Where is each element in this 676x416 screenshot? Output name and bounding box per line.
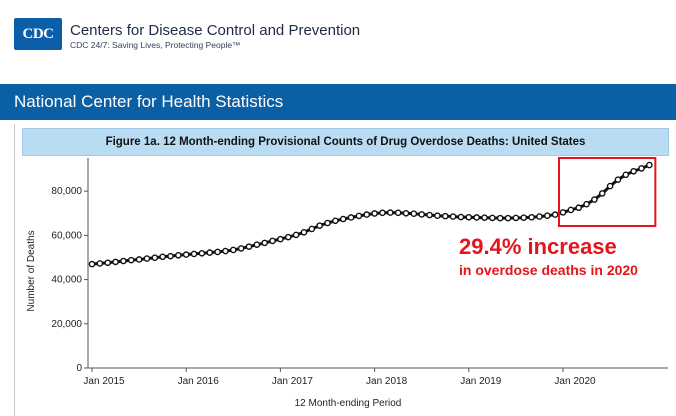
data-point bbox=[120, 257, 127, 265]
annotation-subline: in overdose deaths in 2020 bbox=[459, 262, 638, 278]
data-point bbox=[457, 213, 465, 221]
data-point bbox=[135, 256, 143, 263]
data-point bbox=[614, 176, 622, 183]
data-point bbox=[583, 200, 590, 208]
data-point bbox=[559, 209, 567, 216]
data-point bbox=[355, 212, 363, 220]
x-axis-label: 12 Month-ending Period bbox=[295, 398, 402, 409]
cdc-header: CDC Centers for Disease Control and Prev… bbox=[14, 18, 674, 58]
nchs-banner: National Center for Health Statistics bbox=[0, 84, 676, 120]
data-point bbox=[339, 215, 347, 223]
x-tick-label: Jan 2019 bbox=[460, 376, 502, 387]
data-point bbox=[190, 250, 198, 258]
data-point bbox=[363, 211, 371, 218]
data-point bbox=[277, 235, 284, 243]
y-tick-label: 60,000 bbox=[51, 230, 82, 241]
x-tick-label: Jan 2020 bbox=[554, 376, 596, 387]
data-point bbox=[622, 171, 630, 179]
data-point bbox=[316, 222, 323, 229]
data-point bbox=[245, 243, 253, 250]
data-point bbox=[379, 209, 386, 217]
data-point bbox=[182, 251, 190, 258]
data-point bbox=[473, 214, 480, 221]
data-point bbox=[332, 217, 339, 225]
data-point bbox=[229, 246, 237, 254]
data-point bbox=[167, 252, 174, 260]
data-point bbox=[300, 228, 308, 236]
data-point bbox=[489, 214, 496, 222]
data-point bbox=[88, 260, 96, 268]
x-tick-label: Jan 2017 bbox=[272, 376, 314, 387]
data-point bbox=[481, 214, 488, 221]
data-point bbox=[630, 167, 637, 175]
data-point bbox=[127, 256, 135, 264]
data-point bbox=[371, 210, 378, 217]
data-point bbox=[575, 204, 583, 212]
data-point bbox=[151, 254, 159, 261]
data-point bbox=[104, 259, 111, 267]
site-tagline: CDC 24/7: Saving Lives, Protecting Peopl… bbox=[70, 40, 241, 50]
data-point bbox=[544, 212, 551, 219]
data-point bbox=[206, 249, 214, 256]
data-point bbox=[520, 214, 528, 221]
data-point bbox=[308, 225, 316, 233]
data-point bbox=[449, 213, 457, 220]
banner-title[interactable]: National Center for Health Statistics bbox=[14, 92, 284, 111]
data-point bbox=[536, 213, 543, 220]
data-point bbox=[198, 249, 206, 257]
x-tick-label: Jan 2018 bbox=[366, 376, 408, 387]
figure-frame bbox=[14, 124, 676, 416]
y-tick-label: 40,000 bbox=[51, 275, 82, 286]
data-point bbox=[112, 258, 119, 266]
data-point bbox=[402, 209, 410, 217]
y-tick-label: 80,000 bbox=[51, 186, 82, 197]
data-point bbox=[292, 231, 300, 239]
annotation-headline: 29.4% increase bbox=[459, 234, 617, 259]
data-point bbox=[598, 190, 606, 197]
data-point bbox=[324, 219, 331, 227]
highlight-box bbox=[558, 157, 657, 227]
data-point bbox=[504, 214, 512, 222]
data-point bbox=[496, 214, 504, 222]
site-title[interactable]: Centers for Disease Control and Preventi… bbox=[70, 22, 361, 39]
y-tick-label: 20,000 bbox=[51, 319, 82, 330]
data-point bbox=[567, 206, 575, 214]
data-point bbox=[222, 247, 229, 255]
data-point bbox=[386, 209, 394, 216]
data-point bbox=[347, 214, 355, 221]
data-point bbox=[175, 251, 182, 259]
data-point bbox=[237, 245, 245, 252]
y-tick-label: 0 bbox=[76, 363, 82, 374]
data-point bbox=[528, 213, 535, 221]
data-point bbox=[214, 248, 221, 256]
data-point bbox=[606, 182, 614, 190]
data-point bbox=[269, 237, 276, 245]
data-point bbox=[284, 233, 292, 241]
data-point bbox=[646, 161, 653, 169]
x-tick-label: Jan 2016 bbox=[178, 376, 220, 387]
data-point bbox=[143, 255, 151, 262]
data-point bbox=[551, 211, 559, 218]
data-point bbox=[96, 260, 104, 267]
data-point bbox=[394, 209, 402, 217]
data-point bbox=[159, 253, 166, 261]
chart-title: Figure 1a. 12 Month-ending Provisional C… bbox=[22, 128, 669, 156]
y-axis-label: Number of Deaths bbox=[26, 230, 37, 311]
data-point bbox=[465, 213, 473, 221]
data-point bbox=[434, 212, 441, 219]
x-tick-label: Jan 2015 bbox=[83, 376, 125, 387]
data-point bbox=[418, 211, 426, 218]
data-point bbox=[512, 214, 520, 222]
data-point bbox=[410, 210, 418, 218]
data-point bbox=[638, 165, 645, 172]
data-point bbox=[253, 241, 261, 248]
data-point bbox=[426, 211, 433, 219]
data-point bbox=[261, 239, 269, 247]
data-point bbox=[591, 196, 598, 203]
cdc-logo[interactable]: CDC bbox=[14, 18, 62, 50]
data-point bbox=[441, 212, 449, 220]
